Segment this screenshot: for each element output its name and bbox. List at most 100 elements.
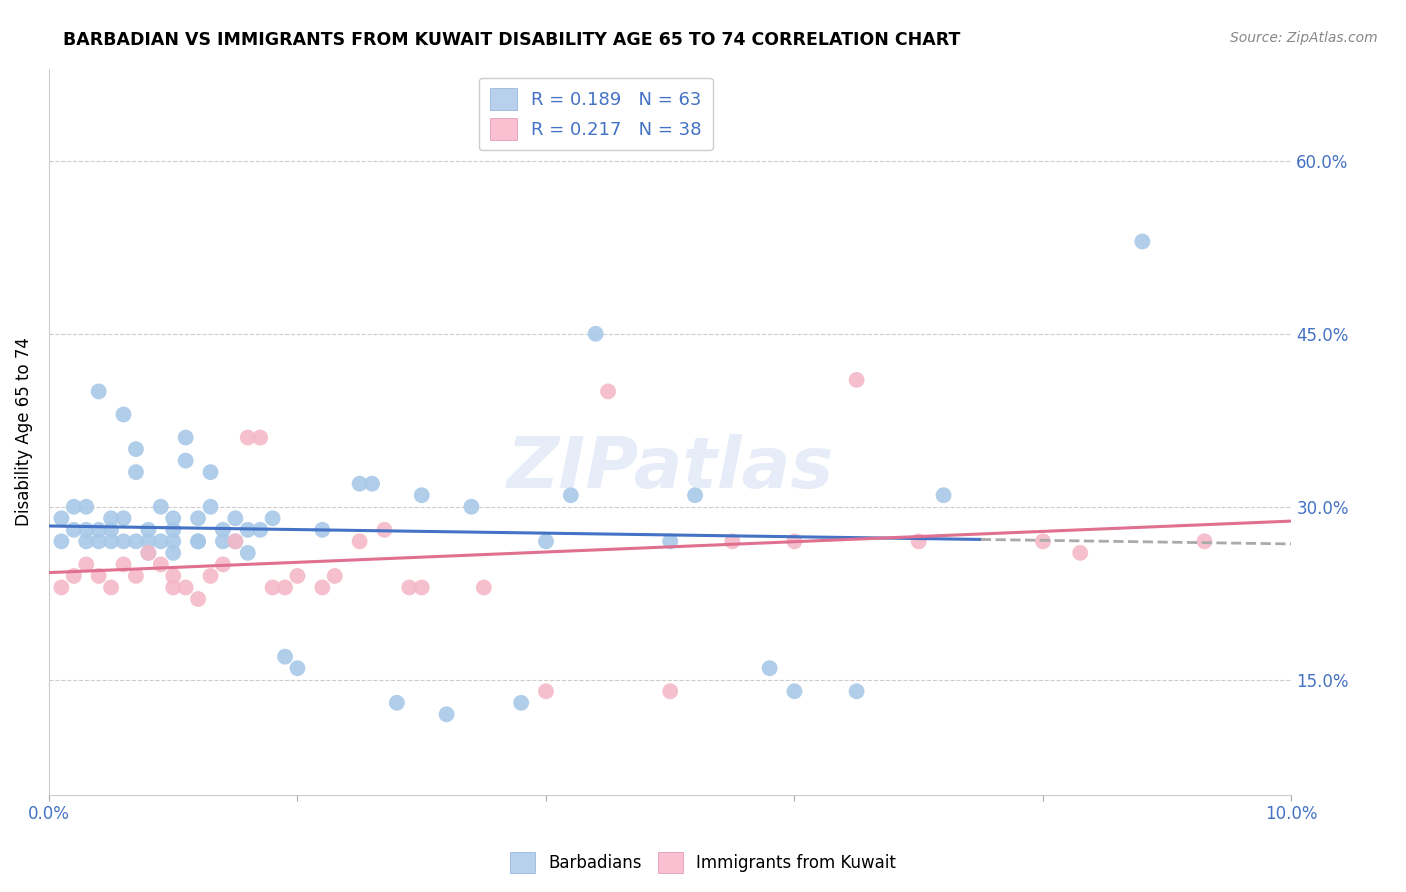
Point	[212, 534, 235, 549]
Point	[236, 431, 259, 445]
Point	[783, 684, 806, 698]
Point	[174, 431, 197, 445]
Point	[907, 534, 929, 549]
Point	[236, 523, 259, 537]
Point	[138, 546, 160, 560]
Point	[1032, 534, 1054, 549]
Point	[236, 546, 259, 560]
Point	[125, 534, 148, 549]
Point	[1194, 534, 1216, 549]
Point	[596, 384, 619, 399]
Point	[187, 534, 209, 549]
Point	[274, 649, 297, 664]
Point	[472, 581, 495, 595]
Point	[125, 465, 148, 479]
Point	[112, 511, 135, 525]
Point	[138, 523, 160, 537]
Point	[224, 534, 246, 549]
Point	[534, 684, 557, 698]
Point	[87, 534, 110, 549]
Point	[224, 534, 246, 549]
Point	[75, 558, 97, 572]
Point	[659, 534, 682, 549]
Point	[75, 534, 97, 549]
Y-axis label: Disability Age 65 to 74: Disability Age 65 to 74	[15, 337, 32, 526]
Point	[51, 511, 73, 525]
Point	[212, 523, 235, 537]
Point	[162, 523, 184, 537]
Point	[138, 546, 160, 560]
Point	[1130, 235, 1153, 249]
Point	[311, 581, 333, 595]
Point	[224, 511, 246, 525]
Point	[112, 558, 135, 572]
Point	[361, 476, 384, 491]
Point	[100, 523, 122, 537]
Point	[162, 569, 184, 583]
Point	[758, 661, 780, 675]
Point	[138, 534, 160, 549]
Legend: Barbadians, Immigrants from Kuwait: Barbadians, Immigrants from Kuwait	[503, 846, 903, 880]
Point	[1069, 546, 1091, 560]
Point	[200, 569, 222, 583]
Point	[200, 500, 222, 514]
Point	[311, 523, 333, 537]
Point	[721, 534, 744, 549]
Point	[845, 684, 868, 698]
Point	[112, 534, 135, 549]
Point	[75, 523, 97, 537]
Point	[63, 523, 86, 537]
Point	[162, 581, 184, 595]
Point	[845, 373, 868, 387]
Point	[51, 534, 73, 549]
Point	[162, 534, 184, 549]
Text: ZIPatlas: ZIPatlas	[506, 434, 834, 502]
Point	[100, 534, 122, 549]
Point	[174, 453, 197, 467]
Point	[349, 476, 371, 491]
Point	[398, 581, 420, 595]
Point	[63, 569, 86, 583]
Point	[51, 581, 73, 595]
Point	[125, 569, 148, 583]
Point	[411, 581, 433, 595]
Point	[149, 534, 172, 549]
Point	[100, 581, 122, 595]
Point	[187, 534, 209, 549]
Text: Source: ZipAtlas.com: Source: ZipAtlas.com	[1230, 31, 1378, 45]
Point	[385, 696, 408, 710]
Point	[287, 569, 309, 583]
Text: BARBADIAN VS IMMIGRANTS FROM KUWAIT DISABILITY AGE 65 TO 74 CORRELATION CHART: BARBADIAN VS IMMIGRANTS FROM KUWAIT DISA…	[63, 31, 960, 49]
Point	[411, 488, 433, 502]
Point	[932, 488, 955, 502]
Point	[149, 500, 172, 514]
Legend: R = 0.189   N = 63, R = 0.217   N = 38: R = 0.189 N = 63, R = 0.217 N = 38	[479, 78, 713, 151]
Point	[149, 558, 172, 572]
Point	[659, 684, 682, 698]
Point	[187, 511, 209, 525]
Point	[560, 488, 582, 502]
Point	[75, 500, 97, 514]
Point	[349, 534, 371, 549]
Point	[436, 707, 458, 722]
Point	[112, 408, 135, 422]
Point	[162, 546, 184, 560]
Point	[510, 696, 533, 710]
Point	[100, 511, 122, 525]
Point	[783, 534, 806, 549]
Point	[460, 500, 482, 514]
Point	[87, 384, 110, 399]
Point	[87, 523, 110, 537]
Point	[249, 431, 271, 445]
Point	[262, 511, 284, 525]
Point	[262, 581, 284, 595]
Point	[683, 488, 706, 502]
Point	[585, 326, 607, 341]
Point	[212, 558, 235, 572]
Point	[174, 581, 197, 595]
Point	[534, 534, 557, 549]
Point	[63, 500, 86, 514]
Point	[162, 511, 184, 525]
Point	[249, 523, 271, 537]
Point	[287, 661, 309, 675]
